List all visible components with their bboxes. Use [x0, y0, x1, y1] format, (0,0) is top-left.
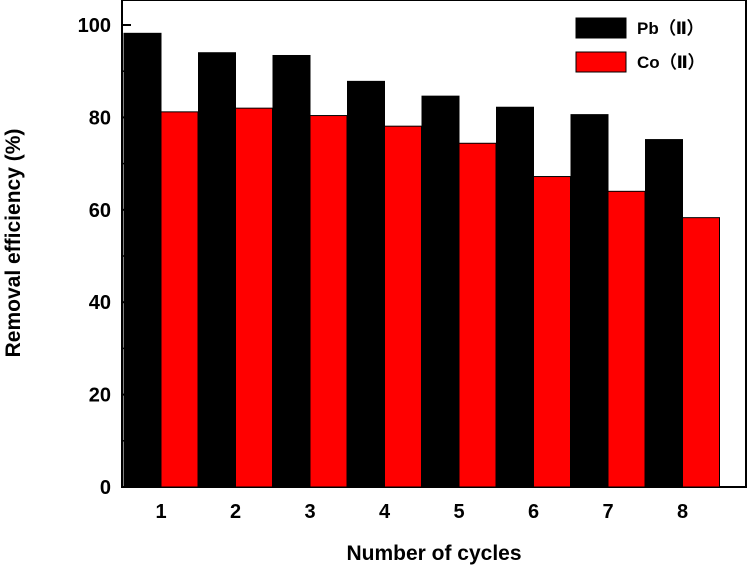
bar-co-cycle-3 [309, 115, 348, 488]
legend-swatch-pb [575, 17, 627, 39]
x-tick-label: 2 [230, 501, 241, 523]
bars-group [123, 32, 720, 488]
y-axis-title: Removal efficiency (%) [2, 129, 25, 358]
x-axis-title: Number of cycles [346, 542, 521, 565]
bar-co-cycle-1 [160, 111, 199, 488]
legend: Pb（Ⅱ） Co（Ⅱ） [575, 17, 705, 73]
y-tick-label: 20 [89, 385, 111, 407]
bar-pb-cycle-5 [421, 95, 460, 488]
y-tick-label: 0 [100, 477, 111, 499]
y-tick-label: 60 [89, 200, 111, 222]
legend-label-pb: Pb（Ⅱ） [637, 18, 704, 38]
legend-label-co: Co（Ⅱ） [637, 52, 705, 72]
bar-co-cycle-4 [384, 125, 422, 488]
x-tick-label: 7 [602, 501, 613, 523]
x-tick-label: 8 [677, 501, 688, 523]
bar-pb-cycle-7 [570, 114, 609, 488]
bar-pb-cycle-3 [272, 54, 311, 488]
y-tick-label: 40 [89, 292, 111, 314]
bar-pb-cycle-4 [347, 80, 385, 488]
bar-pb-cycle-8 [645, 139, 683, 488]
x-tick-label: 4 [379, 501, 391, 523]
bar-pb-cycle-1 [123, 32, 162, 488]
bar-co-cycle-2 [235, 107, 273, 488]
bar-pb-cycle-6 [496, 106, 534, 488]
bar-co-cycle-6 [533, 176, 571, 488]
bar-co-cycle-8 [682, 217, 720, 488]
bar-co-cycle-5 [458, 142, 497, 488]
bar-co-cycle-7 [607, 190, 646, 488]
legend-swatch-co [575, 51, 627, 73]
x-tick-label: 5 [453, 501, 464, 523]
y-tick-label: 100 [78, 15, 111, 37]
bar-pb-cycle-2 [198, 52, 236, 488]
x-tick-label: 3 [304, 501, 315, 523]
x-tick-label: 6 [528, 501, 539, 523]
x-tick-label: 1 [155, 501, 166, 523]
y-tick-label: 80 [89, 107, 111, 129]
